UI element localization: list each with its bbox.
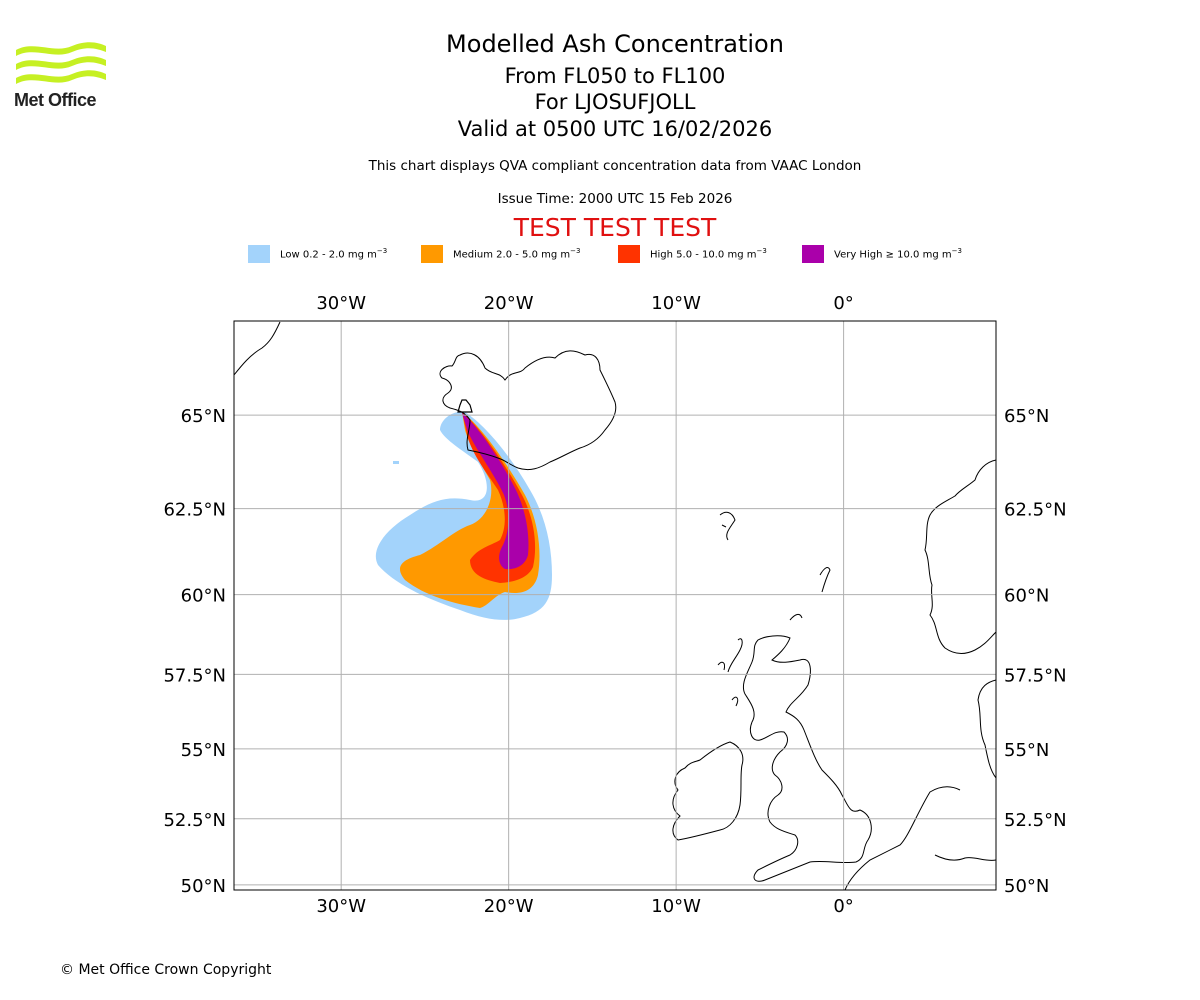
lat-tick-label: 57.5°N [163, 665, 226, 686]
valid-time: Valid at 0500 UTC 16/02/2026 [457, 117, 773, 141]
met-office-logo-icon [16, 42, 106, 84]
lon-tick-label: 20°W [484, 293, 534, 314]
lon-tick-label: 30°W [316, 293, 366, 314]
ash-zone-very-high [462, 413, 529, 570]
lon-tick-label: 0° [833, 293, 853, 314]
legend-swatch-low [248, 245, 270, 263]
lat-tick-label: 55°N [1004, 740, 1049, 761]
chart-title: Modelled Ash Concentration [446, 30, 784, 58]
met-office-logo-text: Met Office [14, 90, 97, 110]
legend-item-low: Low 0.2 - 2.0 mg m−3 [248, 244, 387, 264]
coastline-iceland [439, 350, 617, 471]
lon-tick-label: 10°W [651, 293, 701, 314]
coastline-norway [924, 459, 996, 654]
lat-tick-label: 65°N [1004, 406, 1049, 427]
lat-tick-label: 65°N [181, 406, 226, 427]
issue-time: Issue Time: 2000 UTC 15 Feb 2026 [497, 191, 733, 207]
lon-tick-label: 20°W [484, 896, 534, 917]
coastline-great-britain [742, 635, 872, 882]
lon-tick-label: 30°W [316, 896, 366, 917]
coastline-hebrides [717, 638, 743, 707]
lat-tick-label: 50°N [181, 876, 226, 897]
map-frame [233, 320, 997, 891]
legend-item-medium: Medium 2.0 - 5.0 mg m−3 [421, 244, 580, 264]
volcano-name: For LJOSUFJOLL [534, 90, 696, 114]
test-banner: TEST TEST TEST [513, 213, 717, 242]
lat-tick-label: 50°N [1004, 876, 1049, 897]
lat-tick-label: 60°N [181, 586, 226, 607]
flight-level-range: From FL050 to FL100 [504, 64, 726, 88]
lat-tick-label: 62.5°N [1004, 500, 1067, 521]
volcano-marker [457, 399, 473, 413]
compliance-note: This chart displays QVA compliant concen… [368, 158, 862, 174]
lon-tick-label: 0° [833, 896, 853, 917]
coastline-greenland [234, 321, 281, 376]
coastlines [234, 321, 996, 890]
coastline-denmark [977, 679, 996, 779]
lat-tick-label: 57.5°N [1004, 665, 1067, 686]
coastline-shetland [819, 567, 831, 593]
coastline-netherlands [844, 786, 961, 890]
gridlines [234, 321, 996, 890]
legend-label-low: Low 0.2 - 2.0 mg m−3 [280, 247, 388, 261]
legend-label-medium: Medium 2.0 - 5.0 mg m−3 [453, 247, 581, 261]
legend-label-high: High 5.0 - 10.0 mg m−3 [650, 247, 767, 261]
lon-tick-label: 10°W [651, 896, 701, 917]
lat-tick-label: 55°N [181, 740, 226, 761]
legend-item-high: High 5.0 - 10.0 mg m−3 [618, 244, 767, 264]
legend-swatch-medium [421, 245, 443, 263]
coastline-ireland [672, 741, 744, 841]
legend-swatch-very-high [802, 245, 824, 263]
lat-tick-label: 62.5°N [163, 500, 226, 521]
legend-swatch-high [618, 245, 640, 263]
legend-item-very-high: Very High ≥ 10.0 mg m−3 [802, 244, 962, 264]
lat-tick-label: 52.5°N [163, 810, 226, 831]
legend-label-very-high: Very High ≥ 10.0 mg m−3 [834, 247, 962, 261]
lat-tick-label: 60°N [1004, 586, 1049, 607]
lat-tick-label: 52.5°N [1004, 810, 1067, 831]
copyright-notice: © Met Office Crown Copyright [60, 962, 272, 978]
coastline-faroe [719, 511, 736, 541]
